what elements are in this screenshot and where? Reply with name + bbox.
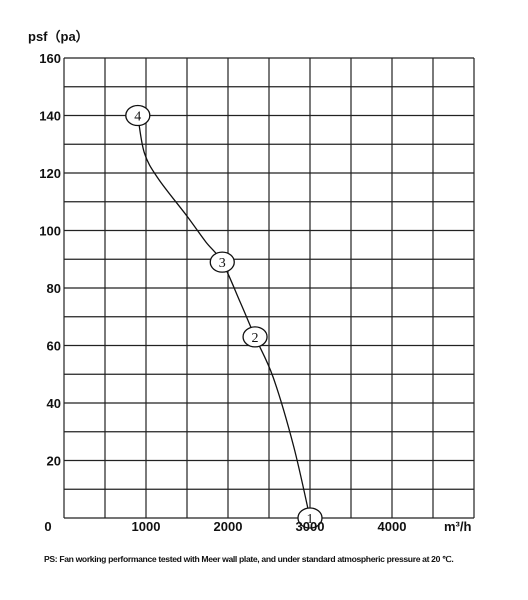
marker-label: 1 xyxy=(307,512,314,527)
operating-point-4: 4 xyxy=(125,104,151,127)
footnote: PS: Fan working performance tested with … xyxy=(44,554,454,564)
x-axis-unit: m³/h xyxy=(444,519,472,534)
marker-label: 3 xyxy=(219,256,226,271)
marker-circle xyxy=(297,507,323,529)
grid xyxy=(63,57,475,519)
y-tick-label: 100 xyxy=(39,224,61,239)
y-tick-label: 40 xyxy=(47,396,61,411)
y-axis-title: psf（pa） xyxy=(28,29,89,44)
x-tick-label: 2000 xyxy=(214,519,243,534)
x-tick-label: 1000 xyxy=(132,519,161,534)
x-tick-label: 3000 xyxy=(296,519,325,534)
y-tick-label: 120 xyxy=(39,166,61,181)
y-tick-label: 80 xyxy=(47,281,61,296)
y-tick-label: 20 xyxy=(47,454,61,469)
marker-label: 2 xyxy=(252,331,259,346)
marker-circle xyxy=(209,251,235,273)
operating-point-2: 2 xyxy=(242,326,268,348)
operating-point-markers: 1 2 3 4 xyxy=(125,104,323,529)
y-tick-label: 140 xyxy=(39,109,61,124)
x-tick-label: 4000 xyxy=(378,519,407,534)
y-tick-label: 60 xyxy=(47,339,61,354)
y-tick-label: 160 xyxy=(39,51,61,66)
operating-point-1: 1 xyxy=(297,507,323,529)
marker-circle xyxy=(242,326,268,348)
marker-label: 4 xyxy=(134,110,141,125)
marker-circle xyxy=(125,104,151,127)
y-tick-labels: 20 40 60 80 100 120 140 160 xyxy=(39,51,61,469)
operating-point-3: 3 xyxy=(209,251,235,273)
x-tick-label: 0 xyxy=(44,519,51,534)
x-tick-labels: 0 1000 2000 3000 4000 xyxy=(44,519,406,534)
